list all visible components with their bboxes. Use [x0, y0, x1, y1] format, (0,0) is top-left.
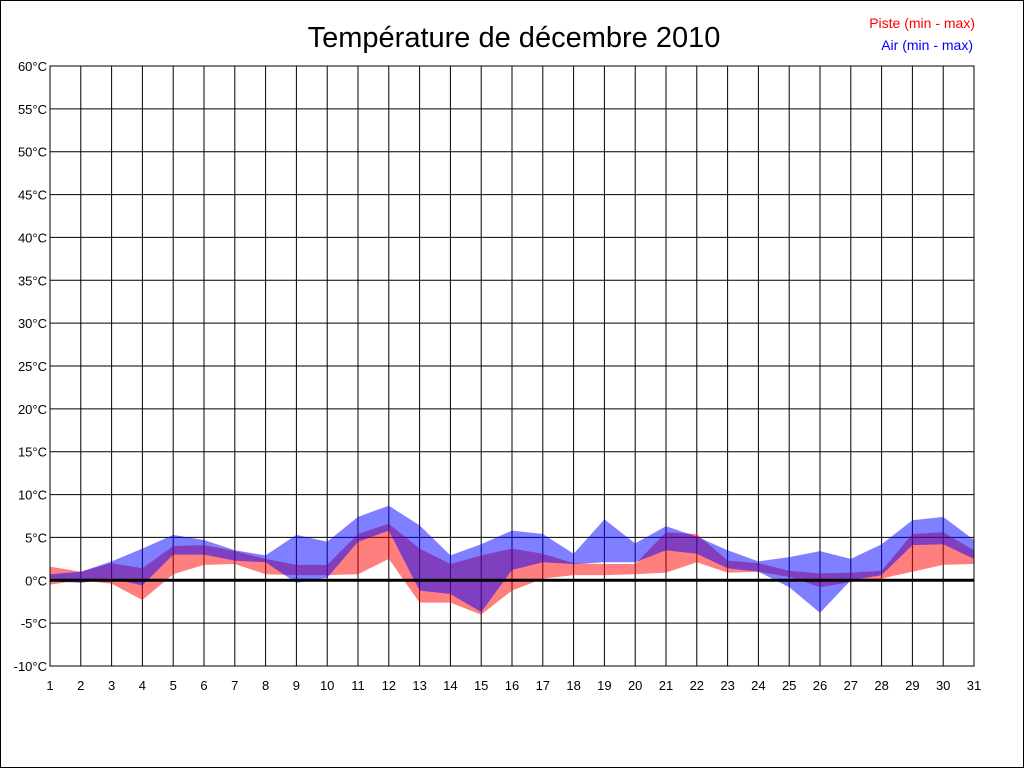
- x-tick-label: 1: [46, 678, 53, 693]
- x-tick-label: 12: [382, 678, 396, 693]
- x-tick-label: 6: [200, 678, 207, 693]
- axes: -10°C -5°C 0°C 5°C 10°C 15°C 20°C 25°C 30°C 35°C 4…: [14, 59, 982, 693]
- x-tick-label: 2: [77, 678, 84, 693]
- x-tick-label: 10: [320, 678, 334, 693]
- y-tick-label: 20°C: [18, 402, 47, 417]
- chart-title: Température de décembre 2010: [308, 22, 721, 54]
- x-tick-label: 16: [505, 678, 519, 693]
- x-tick-label: 5: [170, 678, 177, 693]
- x-tick-label: 8: [262, 678, 269, 693]
- legend-air: Air (min - max): [881, 37, 973, 53]
- x-tick-label: 11: [351, 678, 365, 693]
- x-tick-label: 28: [874, 678, 888, 693]
- x-tick-label: 29: [905, 678, 919, 693]
- series-areas: [50, 505, 974, 615]
- y-tick-label: 45°C: [18, 188, 47, 203]
- x-tick-label: 25: [782, 678, 796, 693]
- y-tick-label: 40°C: [18, 230, 47, 245]
- y-tick-label: 55°C: [18, 102, 47, 117]
- x-tick-label: 24: [751, 678, 765, 693]
- x-tick-label: 15: [474, 678, 488, 693]
- y-tick-label: 5°C: [25, 530, 47, 545]
- x-tick-label: 13: [412, 678, 426, 693]
- x-tick-label: 14: [443, 678, 457, 693]
- y-tick-label: 10°C: [18, 488, 47, 503]
- x-tick-label: 4: [139, 678, 146, 693]
- x-tick-label: 17: [536, 678, 550, 693]
- legend-piste: Piste (min - max): [869, 15, 975, 31]
- x-tick-label: 22: [690, 678, 704, 693]
- x-tick-label: 20: [628, 678, 642, 693]
- x-tick-label: 3: [108, 678, 115, 693]
- y-tick-label: 15°C: [18, 445, 47, 460]
- x-tick-label: 23: [720, 678, 734, 693]
- series-area-air: [50, 505, 974, 613]
- x-tick-label: 21: [659, 678, 673, 693]
- y-tick-label: 0°C: [25, 573, 47, 588]
- x-tick-label: 27: [844, 678, 858, 693]
- y-tick-label: 35°C: [18, 273, 47, 288]
- y-tick-label: 50°C: [18, 145, 47, 160]
- x-tick-label: 9: [293, 678, 300, 693]
- x-tick-label: 7: [231, 678, 238, 693]
- x-tick-label: 19: [597, 678, 611, 693]
- plot-border: [49, 65, 975, 667]
- y-tick-label: 25°C: [18, 359, 47, 374]
- x-tick-label: 30: [936, 678, 950, 693]
- y-tick-label: -5°C: [21, 616, 47, 631]
- x-tick-label: 26: [813, 678, 827, 693]
- y-tick-label: 60°C: [18, 59, 47, 74]
- x-tick-label: 18: [566, 678, 580, 693]
- y-tick-label: -10°C: [14, 659, 47, 674]
- x-tick-label: 31: [967, 678, 981, 693]
- y-tick-label: 30°C: [18, 316, 47, 331]
